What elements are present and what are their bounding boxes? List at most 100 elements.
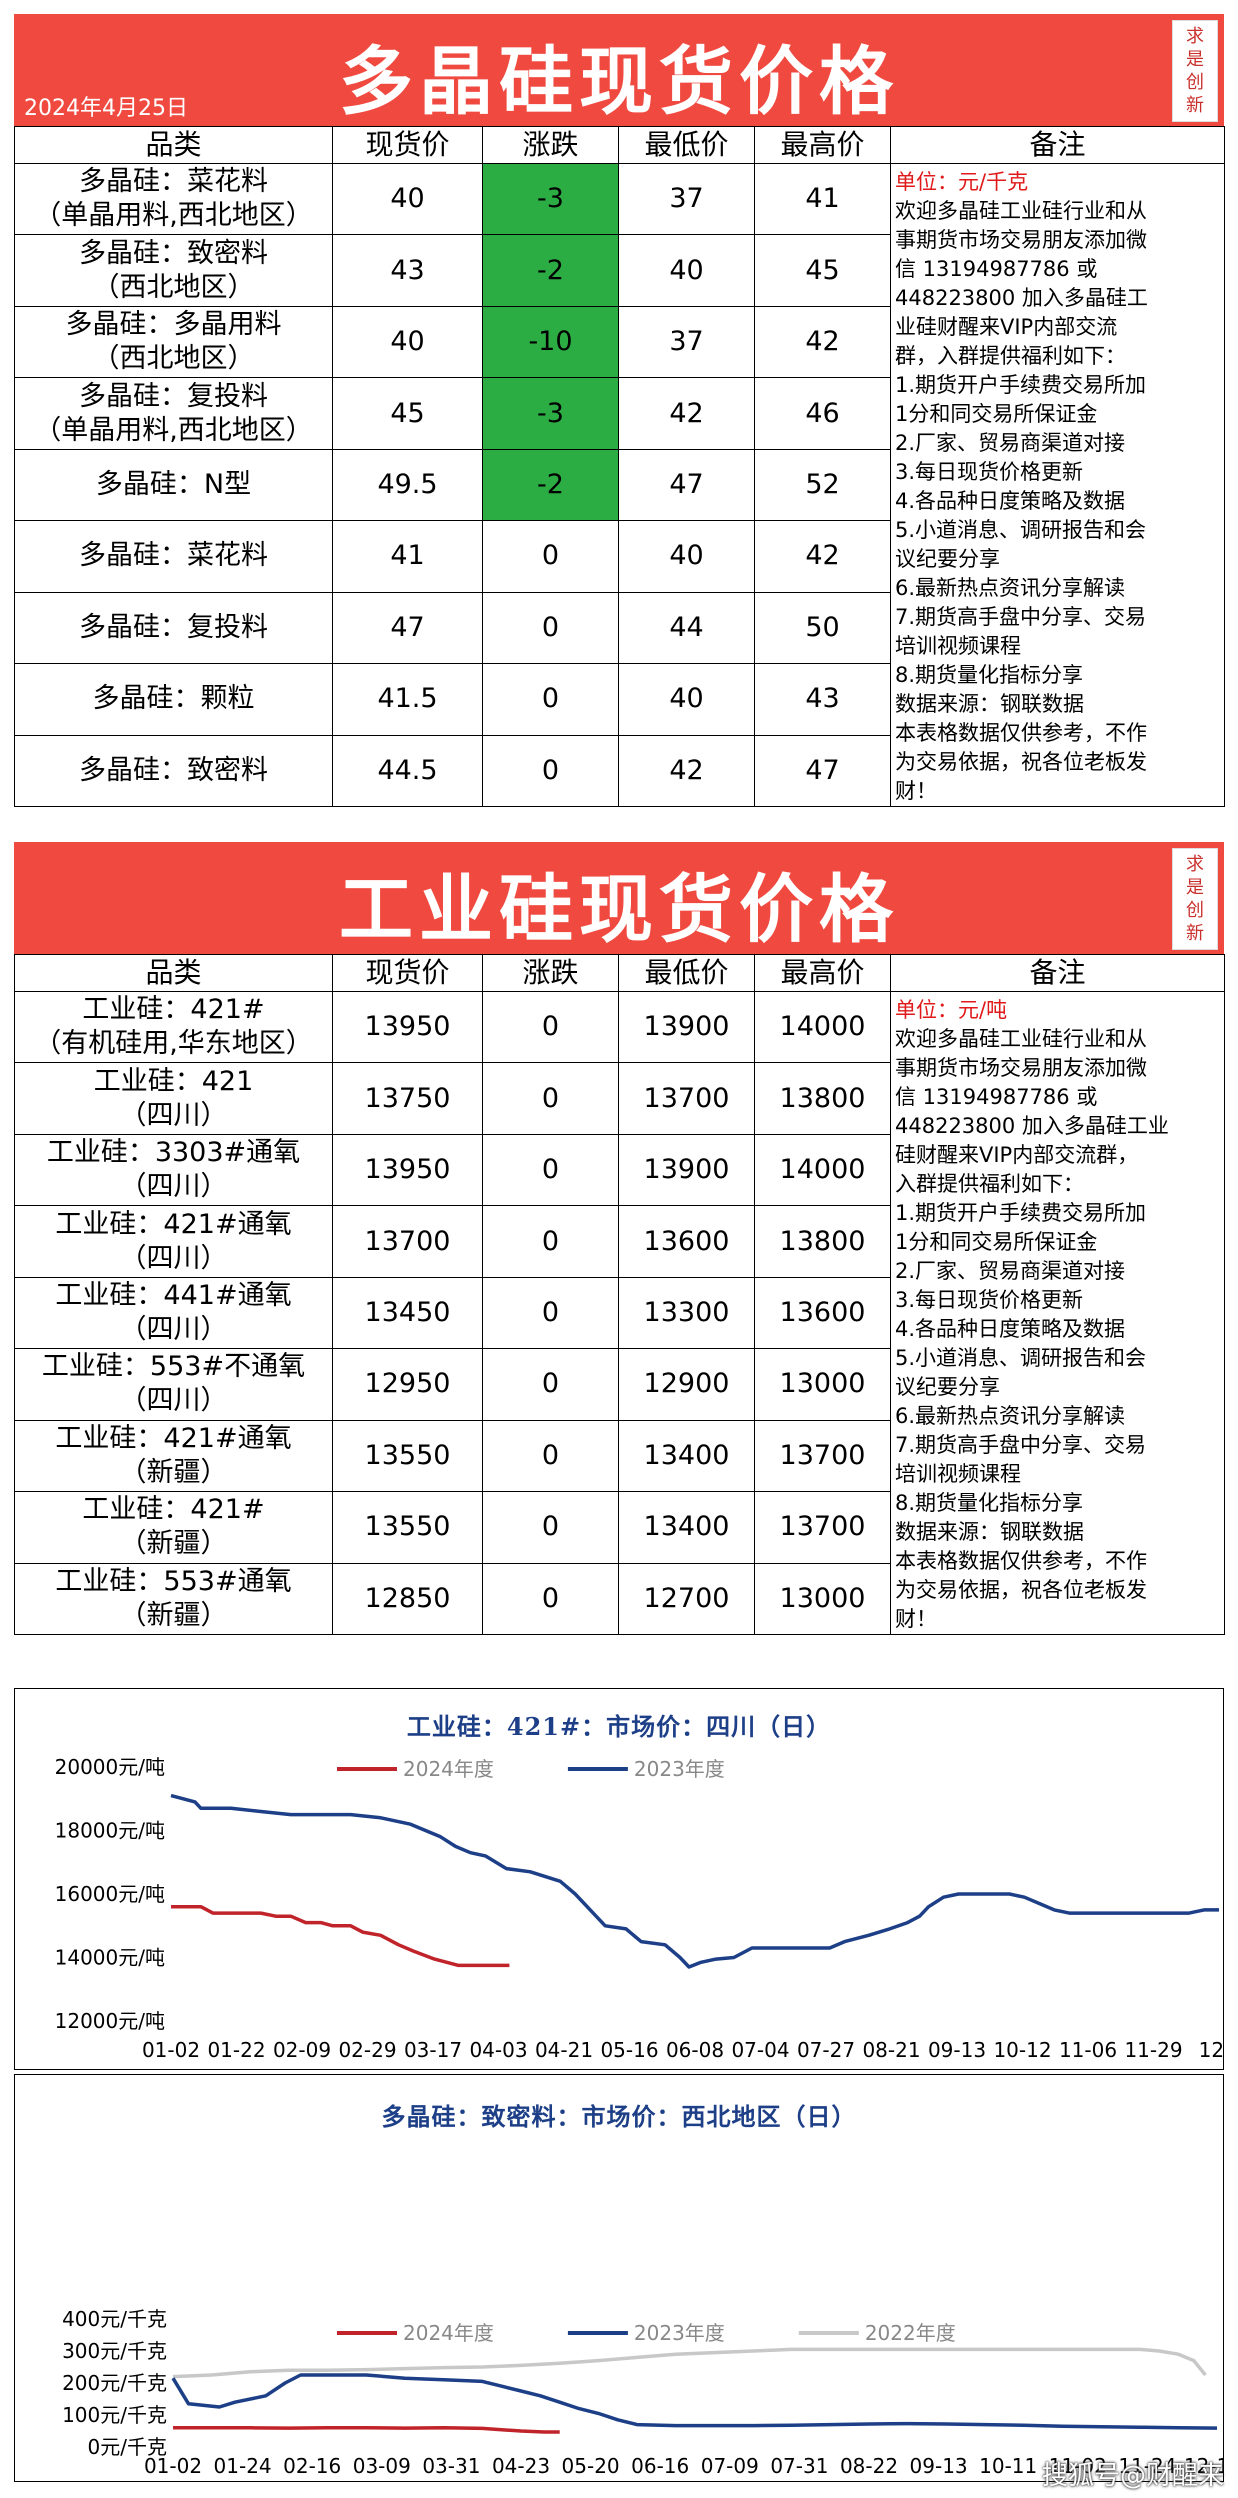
remark-line: 1.期货开户手续费交易所加: [895, 373, 1147, 397]
chart-title: 多晶硅：致密料：市场价：西北地区（日）: [381, 2102, 857, 2131]
table-row: 多晶硅：致密料 44.5 0 42 47: [14, 734, 1225, 807]
x-tick-label: 02-16: [283, 2454, 341, 2478]
cell-price: 40: [332, 305, 483, 379]
cell-low: 12900: [618, 1348, 755, 1421]
cell-price: 49.5: [332, 448, 483, 522]
cell-low: 40: [618, 663, 755, 736]
category-text: 多晶硅：颗粒: [92, 683, 255, 715]
remark-line: 本表格数据仅供参考，不作: [895, 1549, 1147, 1573]
remark-line: 欢迎多晶硅工业硅行业和从: [895, 199, 1147, 223]
industrial-silicon-price-table: 品类 现货价 涨跌 最低价 最高价 备注 工业硅：421# （有机硅用,华东地区）…: [14, 954, 1225, 1635]
cell-high: 14000: [754, 1133, 891, 1207]
x-tick-label: 05-20: [562, 2454, 620, 2478]
x-tick-label: 09-13: [928, 2038, 986, 2062]
remark-line: 4.各品种日度策略及数据: [895, 489, 1126, 513]
x-tick-label: 04-21: [535, 2038, 593, 2062]
x-tick-label: 09-13: [910, 2454, 968, 2478]
cell-high: 43: [754, 663, 891, 736]
remark-line: 3.每日现货价格更新: [895, 1288, 1084, 1312]
seal-stamp: 求是创新: [1172, 20, 1218, 122]
table-row: 多晶硅：多晶用料 （西北地区） 40 -10 37 42: [14, 305, 1225, 379]
category-text: （西北地区）: [92, 343, 255, 375]
table-header-row: 品类 现货价 涨跌 最低价 最高价 备注: [14, 126, 1225, 164]
cell-low: 42: [618, 734, 755, 807]
remark-line: 入群提供福利如下：: [895, 1172, 1084, 1196]
x-tick-label: 01-02: [142, 2038, 200, 2062]
category-text: 工业硅：421#通氧: [55, 1422, 292, 1454]
remark-line: 议纪要分享: [895, 1375, 1000, 1399]
cell-high: 14000: [754, 990, 891, 1064]
series-line-2023年度: [170, 1793, 1219, 1969]
cell-price: 13550: [332, 1419, 483, 1493]
cell-change: 0: [482, 1062, 619, 1135]
cell-change: 0: [482, 1562, 619, 1635]
category-text: （四川）: [119, 1099, 228, 1131]
y-tick-label: 0元/千克: [88, 2435, 167, 2459]
category-text: 多晶硅：复投料: [79, 611, 268, 643]
cell-change: 0: [482, 663, 619, 736]
cell-change: 0: [482, 1205, 619, 1278]
x-tick-label: 06-16: [631, 2454, 689, 2478]
header-category: 品类: [14, 126, 333, 164]
x-tick-label: 11-24: [1118, 2454, 1176, 2478]
cell-change: 0: [482, 1348, 619, 1421]
cell-category: 多晶硅：菜花料 （单晶用料,西北地区）: [14, 162, 333, 236]
remark-line: 议纪要分享: [895, 547, 1000, 571]
remark-line: 4.各品种日度策略及数据: [895, 1317, 1126, 1341]
x-tick-label: 04-23: [492, 2454, 550, 2478]
x-tick-label: 07-04: [731, 2038, 789, 2062]
table-row: 多晶硅：菜花料 （单晶用料,西北地区） 40 -3 37 41 单位：元/千克 欢迎多晶硅工业…: [14, 162, 1225, 807]
x-tick-label: 05-16: [600, 2038, 658, 2062]
table-row: 工业硅：441#通氧 （四川） 13450 0 13300 13600: [14, 1276, 1225, 1350]
y-tick-label: 300元/千克: [62, 2339, 167, 2363]
remark-line: 业硅财醒来VIP内部交流: [895, 315, 1118, 339]
polysilicon-section: 多晶硅现货价格 2024年4月25日 求是创新 品类 现货价 涨跌 最低价 最高…: [14, 14, 1225, 834]
y-tick-label: 400元/千克: [62, 2307, 167, 2331]
remarks-cell: 单位：元/吨 欢迎多晶硅工业硅行业和从 事期货市场交易朋友添加微信 13194987…: [890, 991, 1225, 1635]
category-text: （四川）: [119, 1242, 228, 1274]
cell-high: 13800: [754, 1205, 891, 1278]
header-note: 备注: [890, 954, 1225, 992]
category-text: 多晶硅：菜花料: [79, 540, 268, 572]
category-text: （新疆）: [119, 1528, 228, 1560]
industrial-silicon-line-chart: 20000元/吨 18000元/吨 16000元/吨 14000元/吨 12000元/吨…: [55, 1755, 1223, 2062]
remark-line: 培训视频课程: [895, 1462, 1021, 1486]
remark-line: 数据来源：钢联数据: [895, 692, 1084, 716]
table-row: 多晶硅：N型 49.5 -2 47 52: [14, 448, 1225, 522]
x-tick-label: 03-31: [422, 2454, 480, 2478]
cell-category: 工业硅：421#通氧 （新疆）: [14, 1419, 333, 1493]
cell-change: -2: [482, 234, 619, 307]
industrial-silicon-title: 工业硅现货价格: [339, 867, 899, 953]
category-text: 工业硅：441#通氧: [55, 1279, 292, 1311]
cell-price: 13750: [332, 1062, 483, 1135]
remark-line: 1分和同交易所保证金: [895, 1230, 1098, 1254]
series-line-2024年度: [171, 1904, 510, 1968]
cell-category: 多晶硅：颗粒: [14, 663, 333, 736]
category-text: （新疆）: [119, 1599, 228, 1631]
header-change: 涨跌: [482, 954, 619, 992]
table-row: 工业硅：421#通氧 （四川） 13700 0 13600 13800: [14, 1205, 1225, 1278]
remark-line: 本表格数据仅供参考，不作: [895, 721, 1147, 745]
cell-price: 45: [332, 377, 483, 450]
watermark: 搜狐号@财醒来: [1041, 2461, 1224, 2491]
x-tick-label: 11-29: [1124, 2038, 1182, 2062]
cell-category: 工业硅：421# （新疆）: [14, 1491, 333, 1564]
cell-price: 41: [332, 520, 483, 593]
header-price: 现货价: [332, 954, 483, 992]
cell-category: 工业硅：421#通氧 （四川）: [14, 1205, 333, 1278]
x-tick-label: 01-24: [214, 2454, 272, 2478]
cell-price: 13550: [332, 1491, 483, 1564]
remark-line: 2.厂家、贸易商渠道对接: [895, 431, 1126, 455]
remark-line: 448223800 加入多晶硅工业: [895, 1114, 1169, 1138]
report-date: 2024年4月25日: [24, 96, 188, 121]
x-tick-label: 08-22: [840, 2454, 898, 2478]
x-tick-label: 01-02: [144, 2454, 202, 2478]
cell-low: 13900: [618, 1133, 755, 1207]
remark-line: 信 13194987786 或: [895, 1085, 1098, 1109]
cell-low: 13400: [618, 1491, 755, 1564]
category-text: （单晶用料,西北地区）: [34, 414, 313, 446]
series-line-2024年度: [173, 2426, 560, 2434]
cell-category: 工业硅：421# （有机硅用,华东地区）: [14, 990, 333, 1064]
category-text: 工业硅：421#: [82, 994, 265, 1026]
